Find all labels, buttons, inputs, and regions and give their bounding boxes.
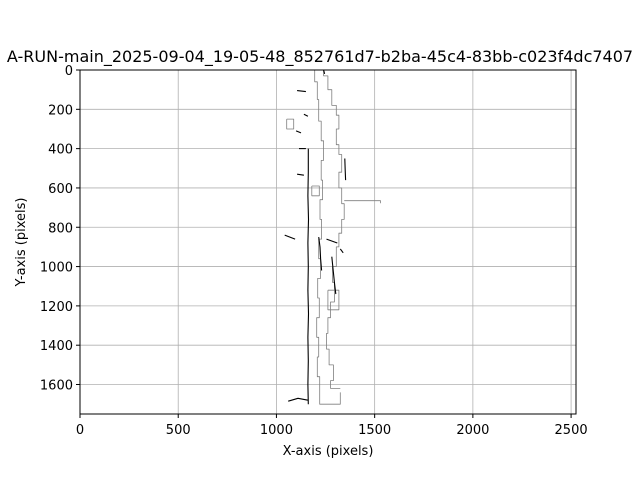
- y-ticks: 0 200 400 600 800 1000 1200 1400 1600: [40, 64, 80, 394]
- trajectory-line-14: [339, 248, 344, 254]
- x-tick-label: 0: [76, 423, 84, 438]
- x-tick-label: 2500: [555, 423, 588, 438]
- y-tick-label: 1400: [40, 339, 73, 354]
- chart-title: A-RUN-main_2025-09-04_19-05-48_852761d7-…: [7, 47, 633, 67]
- y-tick-label: 400: [48, 143, 73, 158]
- y-tick-label: 800: [48, 221, 73, 236]
- trajectory-line-19: [323, 69, 326, 75]
- x-tick-label: 500: [166, 423, 191, 438]
- trajectory-line-1: [323, 70, 345, 389]
- trajectory-line-2: [327, 289, 340, 311]
- x-tick-label: 2000: [456, 423, 489, 438]
- trajectory-line-3: [286, 118, 295, 130]
- trajectory-line-10: [288, 397, 309, 402]
- trajectory-line-9: [331, 256, 337, 295]
- y-tick-label: 1000: [40, 261, 73, 276]
- trajectory-line-0: [314, 70, 341, 405]
- trajectory-line-13: [326, 238, 338, 244]
- gridlines: [79, 69, 576, 414]
- y-tick-label: 1200: [40, 300, 73, 315]
- trajectory-line-7: [344, 158, 347, 181]
- x-tick-label: 1500: [358, 423, 391, 438]
- x-tick-label: 1000: [260, 423, 293, 438]
- trajectory-line-12: [284, 234, 296, 240]
- y-tick-label: 0: [65, 64, 73, 79]
- y-axis-label: Y-axis (pixels): [14, 198, 29, 288]
- x-ticks: 0 500 1000 1500 2000 2500: [76, 414, 588, 438]
- y-tick-label: 1600: [40, 379, 73, 394]
- series-group: [284, 69, 381, 405]
- y-tick-label: 600: [48, 182, 73, 197]
- trajectory-line-5: [344, 200, 381, 204]
- plot-frame: [79, 69, 577, 415]
- trajectory-line-6: [307, 148, 310, 405]
- y-tick-label: 200: [48, 103, 73, 118]
- trajectory-line-8: [318, 237, 323, 271]
- trajectory-line-11: [295, 130, 302, 134]
- trajectory-line-15: [297, 90, 306, 93]
- trajectory-line-18: [297, 173, 304, 176]
- trajectory-line-16: [303, 113, 309, 117]
- trajectory-line-4: [311, 185, 320, 197]
- x-axis-label: X-axis (pixels): [283, 444, 374, 459]
